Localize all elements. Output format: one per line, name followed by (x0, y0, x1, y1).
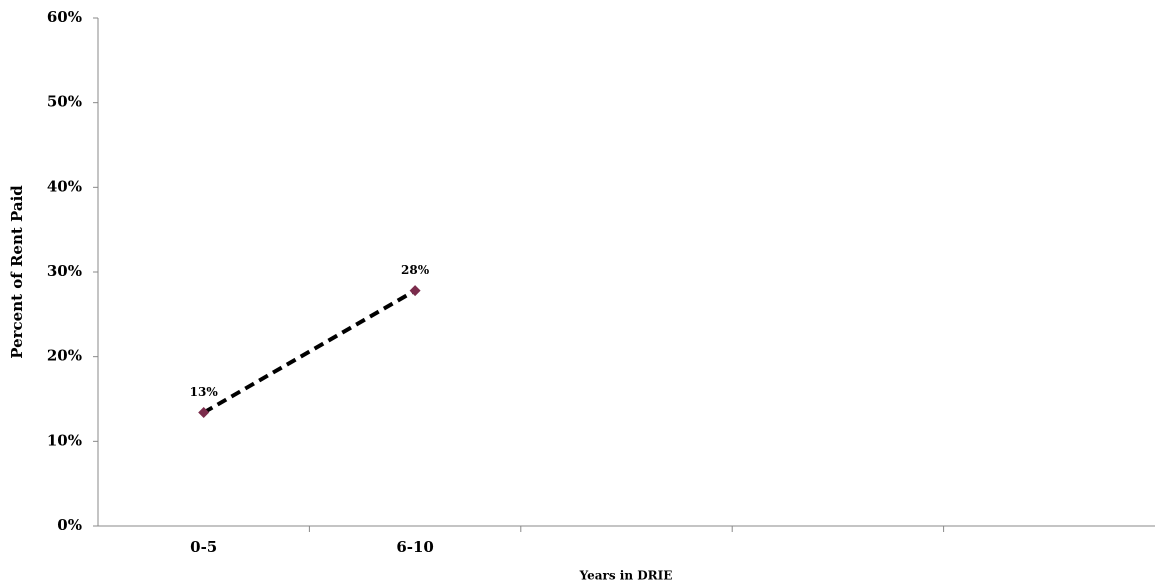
marker (409, 285, 421, 297)
y-tick-label: 10% (47, 431, 82, 449)
y-tick-label: 60% (47, 8, 82, 26)
marker (198, 407, 210, 419)
y-tick-label: 40% (47, 177, 82, 195)
x-axis-label: Years in DRIE (579, 569, 673, 583)
y-tick-label: 30% (47, 262, 82, 280)
data-label: 28% (401, 263, 430, 277)
y-tick-label: 20% (47, 347, 82, 365)
y-axis-label: Percent of Rent Paid (8, 185, 26, 359)
x-tick-label: 0-5 (190, 538, 217, 556)
line (202, 288, 417, 415)
data-label: 13% (190, 385, 219, 399)
y-tick-label: 50% (47, 93, 82, 111)
x-tick-label: 6-10 (396, 538, 434, 556)
y-tick-label: 0% (57, 516, 82, 534)
